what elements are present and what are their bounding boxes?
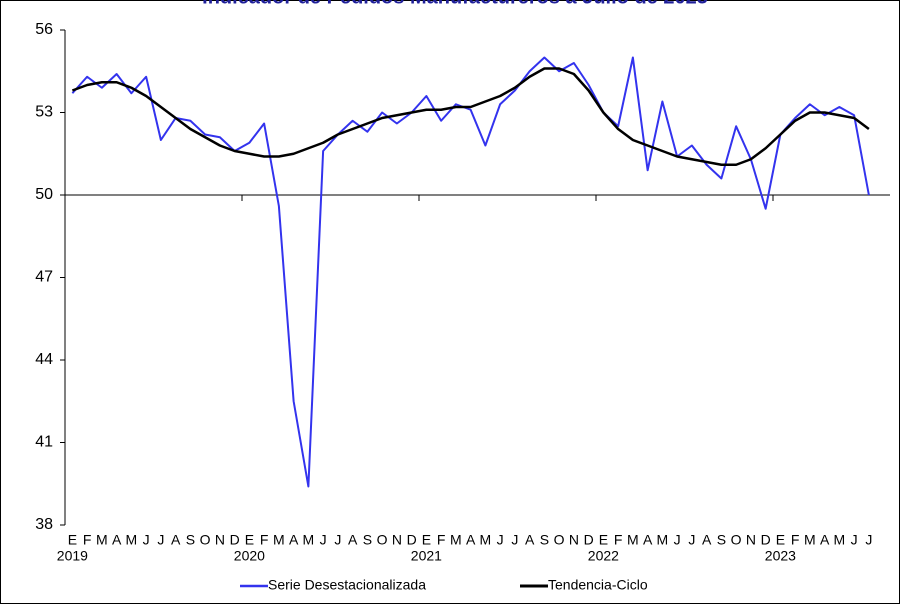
x-tick-label: F [614, 532, 623, 548]
x-tick-label: J [865, 532, 872, 548]
x-tick-label: O [554, 532, 565, 548]
x-tick-label: F [83, 532, 92, 548]
x-tick-label: J [497, 532, 504, 548]
x-tick-label: J [143, 532, 150, 548]
x-tick-label: N [392, 532, 402, 548]
x-tick-label: A [171, 532, 181, 548]
x-tick-label: O [200, 532, 211, 548]
x-tick-label: D [584, 532, 594, 548]
x-tick-label: M [273, 532, 285, 548]
x-tick-label: M [303, 532, 315, 548]
x-tick-label: M [480, 532, 492, 548]
x-tick-label: E [68, 532, 77, 548]
x-tick-label: O [377, 532, 388, 548]
x-tick-label: A [525, 532, 535, 548]
series-line [71, 67, 870, 166]
chart-title: Indicador de Pedidos Manufactureros a Ju… [202, 0, 708, 8]
x-tick-label: M [126, 532, 138, 548]
x-tick-label: A [466, 532, 476, 548]
x-tick-label: J [674, 532, 681, 548]
x-tick-label: M [804, 532, 816, 548]
x-tick-label: M [96, 532, 108, 548]
x-tick-label: F [437, 532, 446, 548]
x-tick-label: S [717, 532, 726, 548]
x-tick-label: S [363, 532, 372, 548]
x-tick-label: N [215, 532, 225, 548]
x-tick-label: N [569, 532, 579, 548]
x-tick-label: J [334, 532, 341, 548]
x-tick-label: D [761, 532, 771, 548]
x-tick-label: M [450, 532, 462, 548]
x-tick-label: A [348, 532, 358, 548]
series-line [71, 56, 870, 488]
y-tick-label: 47 [35, 269, 53, 286]
x-tick-label: E [776, 532, 785, 548]
legend-label: Serie Desestacionalizada [268, 577, 426, 593]
y-tick-label: 41 [35, 434, 53, 451]
x-tick-label: A [702, 532, 712, 548]
y-tick-label: 53 [35, 104, 53, 121]
x-tick-label: S [186, 532, 195, 548]
x-tick-label: A [643, 532, 653, 548]
x-tick-label: F [260, 532, 269, 548]
y-tick-label: 56 [35, 21, 53, 38]
x-tick-label: S [540, 532, 549, 548]
x-tick-label: M [657, 532, 669, 548]
x-tick-label: N [746, 532, 756, 548]
x-tick-label: E [245, 532, 254, 548]
x-tick-label: A [289, 532, 299, 548]
year-label: 2021 [411, 548, 442, 564]
x-tick-label: M [834, 532, 846, 548]
y-tick-label: 44 [35, 351, 53, 368]
x-tick-label: E [422, 532, 431, 548]
y-tick-label: 50 [35, 186, 53, 203]
x-tick-label: O [731, 532, 742, 548]
y-tick-label: 38 [35, 516, 53, 533]
x-tick-label: D [230, 532, 240, 548]
legend-label: Tendencia-Ciclo [548, 577, 648, 593]
x-tick-label: E [599, 532, 608, 548]
year-label: 2020 [234, 548, 265, 564]
x-tick-label: J [511, 532, 518, 548]
year-label: 2022 [588, 548, 619, 564]
x-tick-label: J [851, 532, 858, 548]
x-tick-label: A [820, 532, 830, 548]
x-tick-label: A [112, 532, 122, 548]
year-label: 2019 [57, 548, 88, 564]
x-tick-label: J [157, 532, 164, 548]
x-tick-label: M [627, 532, 639, 548]
x-tick-label: F [791, 532, 800, 548]
year-label: 2023 [765, 548, 796, 564]
x-tick-label: J [688, 532, 695, 548]
x-tick-label: J [320, 532, 327, 548]
x-tick-label: D [407, 532, 417, 548]
